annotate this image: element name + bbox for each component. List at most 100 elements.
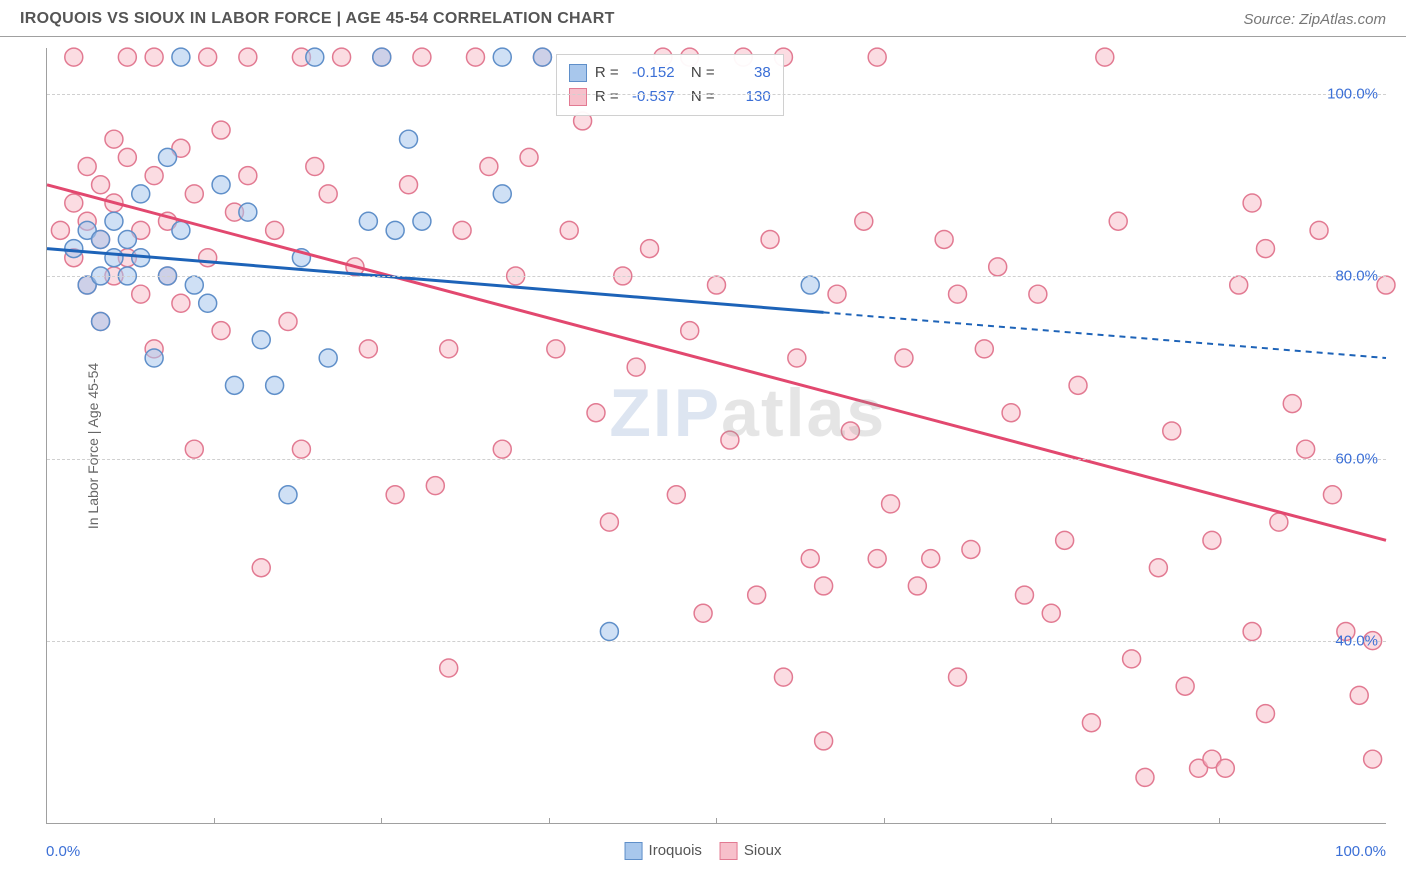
legend-swatch: [720, 842, 738, 860]
data-point: [199, 294, 217, 312]
data-point: [788, 349, 806, 367]
data-point: [413, 212, 431, 230]
data-point: [855, 212, 873, 230]
data-point: [1029, 285, 1047, 303]
stat-r-label: R =: [595, 85, 619, 109]
data-point: [172, 221, 190, 239]
y-tick-label: 80.0%: [1335, 268, 1378, 285]
chart-source: Source: ZipAtlas.com: [1243, 11, 1386, 28]
data-point: [333, 48, 351, 66]
data-point: [453, 221, 471, 239]
data-point: [681, 322, 699, 340]
data-point: [1136, 768, 1154, 786]
data-point: [1297, 440, 1315, 458]
legend-swatch: [625, 842, 643, 860]
data-point: [1069, 376, 1087, 394]
data-point: [1323, 486, 1341, 504]
data-point: [1230, 276, 1248, 294]
x-tick-mark: [1051, 818, 1052, 824]
x-tick-mark: [1219, 818, 1220, 824]
y-tick-label: 100.0%: [1327, 85, 1378, 102]
x-tick-mark: [549, 818, 550, 824]
data-point: [212, 176, 230, 194]
x-tick-label: 0.0%: [46, 843, 80, 860]
stat-n-label: N =: [683, 61, 715, 85]
data-point: [694, 604, 712, 622]
gridline: [47, 276, 1386, 277]
stat-n-label: N =: [683, 85, 715, 109]
data-point: [292, 440, 310, 458]
x-tick-mark: [884, 818, 885, 824]
legend-item: Iroquois: [625, 842, 702, 860]
data-point: [1056, 531, 1074, 549]
data-point: [1042, 604, 1060, 622]
data-point: [212, 121, 230, 139]
data-point: [118, 230, 136, 248]
y-tick-label: 40.0%: [1335, 633, 1378, 650]
data-point: [225, 376, 243, 394]
gridline: [47, 641, 1386, 642]
data-point: [989, 258, 1007, 276]
stat-r-value: -0.152: [627, 61, 675, 85]
bottom-legend: IroquoisSioux: [625, 842, 782, 860]
data-point: [145, 167, 163, 185]
data-point: [667, 486, 685, 504]
data-point: [319, 185, 337, 203]
data-point: [400, 176, 418, 194]
data-point: [440, 659, 458, 677]
plot-area: ZIPatlas R =-0.152 N =38R =-0.537 N =130…: [46, 48, 1386, 824]
data-point: [65, 240, 83, 258]
data-point: [266, 221, 284, 239]
data-point: [774, 668, 792, 686]
data-point: [1310, 221, 1328, 239]
data-point: [1377, 276, 1395, 294]
data-point: [627, 358, 645, 376]
data-point: [1176, 677, 1194, 695]
data-point: [935, 230, 953, 248]
data-point: [1350, 686, 1368, 704]
data-point: [359, 340, 377, 358]
data-point: [721, 431, 739, 449]
trend-line: [47, 185, 1386, 541]
data-point: [1364, 750, 1382, 768]
data-point: [105, 130, 123, 148]
x-tick-mark: [716, 818, 717, 824]
data-point: [78, 158, 96, 176]
data-point: [815, 732, 833, 750]
stats-row: R =-0.537 N =130: [569, 85, 771, 109]
data-point: [520, 148, 538, 166]
data-point: [252, 559, 270, 577]
data-point: [266, 376, 284, 394]
data-point: [895, 349, 913, 367]
data-point: [239, 48, 257, 66]
data-point: [145, 349, 163, 367]
data-point: [65, 194, 83, 212]
data-point: [493, 185, 511, 203]
stat-r-label: R =: [595, 61, 619, 85]
data-point: [172, 294, 190, 312]
data-point: [761, 230, 779, 248]
data-point: [949, 668, 967, 686]
data-point: [815, 577, 833, 595]
data-point: [868, 48, 886, 66]
data-point: [600, 623, 618, 641]
data-point: [159, 148, 177, 166]
data-point: [493, 440, 511, 458]
data-point: [172, 48, 190, 66]
data-point: [708, 276, 726, 294]
data-point: [239, 167, 257, 185]
data-point: [1163, 422, 1181, 440]
data-point: [480, 158, 498, 176]
data-point: [185, 276, 203, 294]
data-point: [386, 221, 404, 239]
data-point: [1243, 194, 1261, 212]
data-point: [279, 313, 297, 331]
legend-label: Iroquois: [649, 842, 702, 859]
data-point: [828, 285, 846, 303]
data-point: [962, 540, 980, 558]
data-point: [373, 48, 391, 66]
data-point: [279, 486, 297, 504]
data-point: [199, 249, 217, 267]
data-point: [185, 185, 203, 203]
data-point: [748, 586, 766, 604]
